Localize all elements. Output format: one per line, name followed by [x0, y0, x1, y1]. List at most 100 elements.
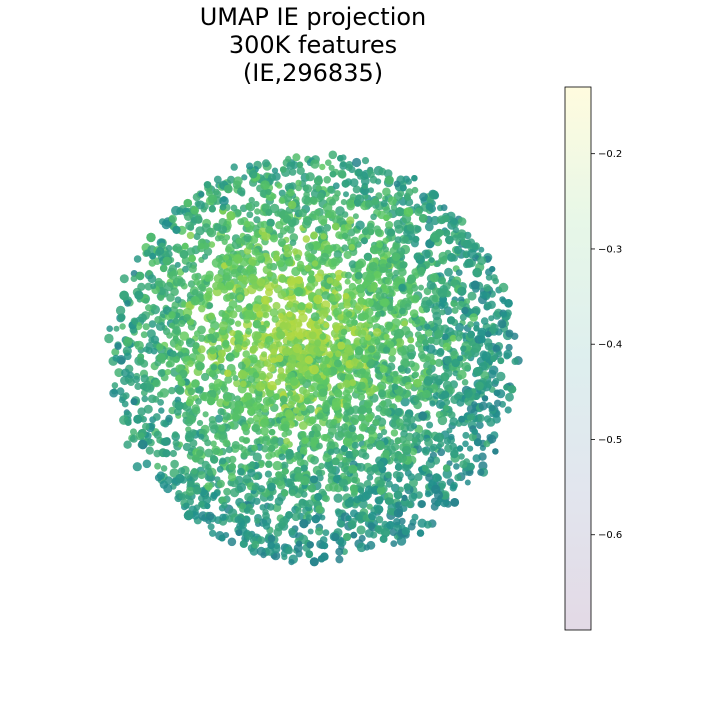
scatter-point: [247, 407, 255, 416]
scatter-point: [286, 478, 295, 487]
scatter-point: [198, 501, 205, 508]
scatter-point: [310, 455, 319, 465]
scatter-point: [281, 467, 289, 475]
scatter-point: [288, 527, 296, 536]
scatter-point: [490, 355, 497, 362]
scatter-point: [452, 226, 459, 233]
scatter-point: [464, 479, 471, 486]
scatter-point: [498, 282, 509, 293]
scatter-point: [197, 471, 206, 480]
scatter-point: [351, 449, 360, 458]
scatter-point: [346, 216, 355, 225]
scatter-plot: [104, 150, 523, 567]
scatter-point: [409, 447, 418, 456]
scatter-point: [183, 502, 190, 509]
scatter-point: [467, 445, 474, 452]
scatter-point: [296, 332, 304, 340]
scatter-point: [152, 395, 160, 403]
scatter-point: [488, 404, 496, 412]
scatter-point: [308, 417, 316, 424]
scatter-point: [503, 352, 511, 360]
scatter-point: [418, 214, 428, 223]
scatter-point: [432, 311, 442, 321]
scatter-point: [244, 531, 254, 540]
scatter-point: [253, 216, 261, 224]
scatter-point: [260, 351, 268, 358]
scatter-point: [335, 555, 344, 564]
scatter-point: [356, 525, 366, 535]
scatter-point: [286, 276, 296, 286]
scatter-point: [444, 267, 453, 277]
scatter-point: [124, 300, 131, 307]
scatter-point: [401, 235, 410, 244]
scatter-point: [314, 355, 323, 364]
scatter-point: [322, 495, 330, 503]
scatter-point: [398, 268, 407, 277]
scatter-point: [249, 461, 256, 468]
scatter-point: [237, 275, 244, 282]
scatter-point: [372, 328, 382, 337]
scatter-point: [272, 278, 279, 285]
scatter-point: [332, 222, 340, 231]
scatter-point: [342, 437, 353, 447]
scatter-point: [135, 271, 145, 281]
scatter-point: [366, 358, 376, 369]
scatter-point: [424, 438, 433, 447]
scatter-point: [157, 399, 165, 406]
scatter-point: [485, 380, 493, 389]
scatter-point: [393, 508, 403, 518]
scatter-point: [262, 159, 270, 168]
scatter-point: [224, 369, 232, 377]
scatter-point: [236, 522, 243, 530]
scatter-point: [276, 182, 283, 189]
scatter-point: [479, 362, 488, 371]
scatter-point: [379, 365, 388, 374]
scatter-point: [397, 346, 407, 356]
scatter-point: [121, 368, 130, 378]
scatter-point: [394, 408, 403, 417]
scatter-point: [400, 358, 410, 368]
scatter-point: [206, 469, 214, 476]
scatter-point: [134, 382, 142, 390]
scatter-point: [279, 517, 289, 527]
scatter-point: [218, 321, 228, 331]
scatter-point: [351, 319, 358, 326]
scatter-point: [350, 531, 358, 539]
scatter-point: [168, 386, 176, 395]
scatter-point: [357, 487, 365, 494]
scatter-point: [391, 483, 400, 493]
scatter-point: [133, 255, 142, 263]
scatter-point: [194, 200, 201, 207]
scatter-point: [237, 370, 248, 380]
scatter-point: [210, 492, 218, 500]
scatter-point: [256, 277, 266, 287]
scatter-point: [187, 360, 194, 367]
scatter-point: [122, 337, 133, 347]
scatter-point: [380, 283, 387, 290]
scatter-point: [505, 343, 513, 352]
scatter-point: [243, 392, 252, 401]
scatter-point: [224, 375, 233, 384]
scatter-point: [364, 413, 374, 422]
scatter-point: [194, 215, 203, 224]
scatter-point: [298, 421, 308, 430]
scatter-point: [225, 246, 232, 254]
scatter-point: [355, 260, 364, 270]
scatter-point: [413, 378, 422, 388]
scatter-point: [365, 387, 375, 397]
scatter-point: [337, 537, 347, 547]
scatter-point: [219, 457, 227, 465]
scatter-point: [447, 253, 456, 262]
scatter-point: [358, 405, 367, 415]
scatter-point: [152, 413, 161, 421]
scatter-point: [267, 381, 277, 391]
scatter-point: [261, 444, 269, 453]
scatter-point: [182, 442, 191, 452]
scatter-point: [342, 379, 351, 388]
scatter-point: [160, 465, 168, 472]
scatter-point: [314, 430, 321, 437]
scatter-point: [411, 513, 419, 521]
scatter-point: [283, 244, 290, 252]
scatter-point: [166, 332, 173, 339]
scatter-point: [260, 418, 270, 428]
